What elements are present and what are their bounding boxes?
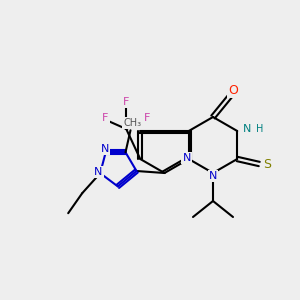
Text: F: F [102, 113, 108, 123]
Text: N: N [209, 171, 217, 181]
Text: H: H [256, 124, 264, 134]
Text: N: N [243, 124, 251, 134]
Text: CH₃: CH₃ [123, 118, 142, 128]
Text: O: O [228, 83, 238, 97]
Text: F: F [123, 97, 129, 107]
Text: N: N [183, 153, 191, 163]
Text: N: N [94, 167, 102, 177]
Text: N: N [100, 144, 109, 154]
Text: S: S [263, 158, 271, 170]
Text: F: F [144, 113, 150, 123]
